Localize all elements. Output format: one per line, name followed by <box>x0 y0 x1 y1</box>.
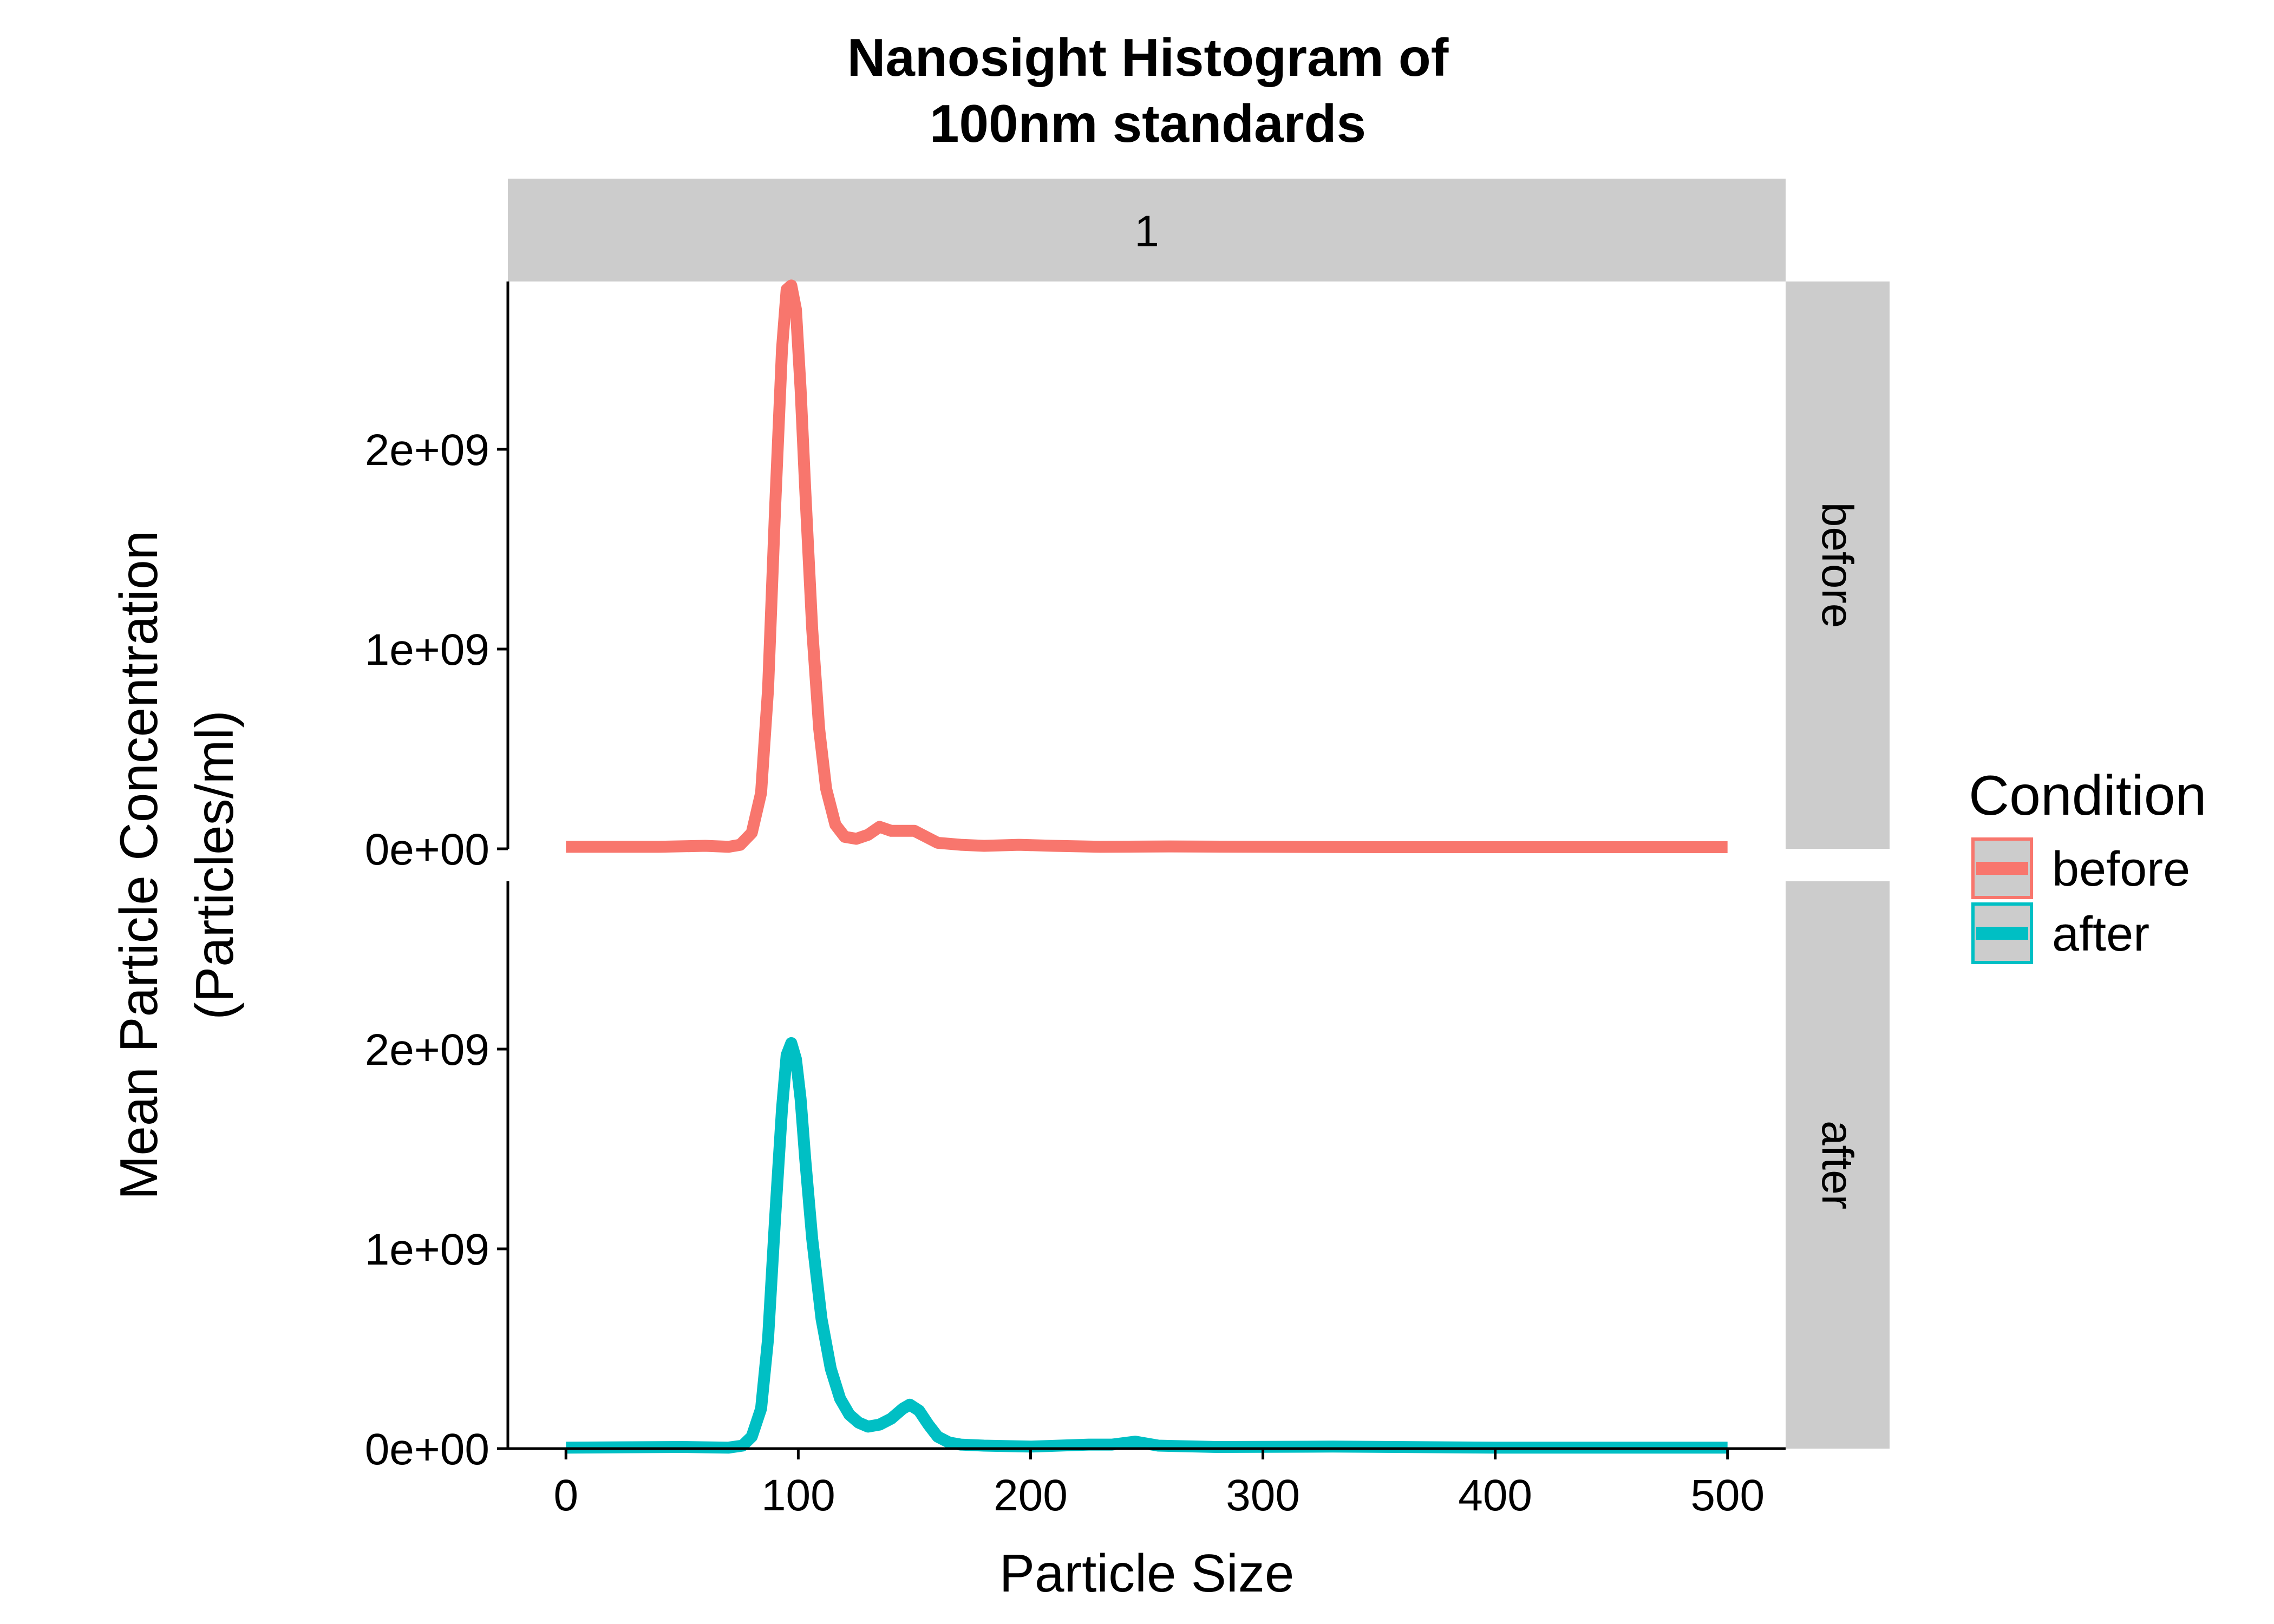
facet-strip-after-label: after <box>1813 1121 1862 1209</box>
facet-strip-after <box>1786 881 1890 1449</box>
chart-title-line-2: 100nm standards <box>930 94 1366 153</box>
legend: Condition before after <box>1969 764 2206 964</box>
series-line-after <box>566 1037 1728 1454</box>
chart-title-line-1: Nanosight Histogram of <box>847 28 1449 87</box>
y-tick-label-after-2: 2e+09 <box>365 1025 489 1075</box>
x-tick-label-0: 0 <box>553 1471 578 1520</box>
y-tick-label-after-1: 1e+09 <box>365 1225 489 1274</box>
x-tick-label-2: 200 <box>994 1471 1068 1520</box>
y-ticks-after: 0e+00 1e+09 2e+09 <box>365 1025 508 1474</box>
facet-strip-top-label: 1 <box>1134 207 1159 256</box>
legend-label-after: after <box>2052 907 2149 961</box>
x-tick-label-5: 500 <box>1690 1471 1765 1520</box>
y-ticks-before: 0e+00 1e+09 2e+09 <box>365 425 508 874</box>
panel-after <box>566 1037 1728 1454</box>
y-tick-label-before-0: 0e+00 <box>365 825 489 874</box>
y-tick-label-before-1: 1e+09 <box>365 625 489 675</box>
y-axis-title-line-1: Mean Particle Concentration <box>109 531 168 1200</box>
x-ticks: 0 100 200 300 400 500 <box>553 1449 1765 1520</box>
y-tick-label-after-0: 0e+00 <box>365 1425 489 1474</box>
y-axis-title-line-2: (Particles/ml) <box>185 710 244 1020</box>
panel-before <box>566 279 1728 853</box>
facet-strip-top <box>508 179 1786 281</box>
series-line-before <box>566 279 1728 853</box>
y-tick-label-before-2: 2e+09 <box>365 425 489 475</box>
x-tick-label-3: 300 <box>1226 1471 1300 1520</box>
facet-strip-before <box>1786 281 1890 849</box>
x-axis-title: Particle Size <box>999 1543 1295 1603</box>
x-tick-label-4: 400 <box>1458 1471 1532 1520</box>
legend-label-before: before <box>2052 842 2190 896</box>
legend-title: Condition <box>1969 764 2206 827</box>
facet-strip-before-label: before <box>1813 502 1862 628</box>
x-tick-label-1: 100 <box>761 1471 835 1520</box>
